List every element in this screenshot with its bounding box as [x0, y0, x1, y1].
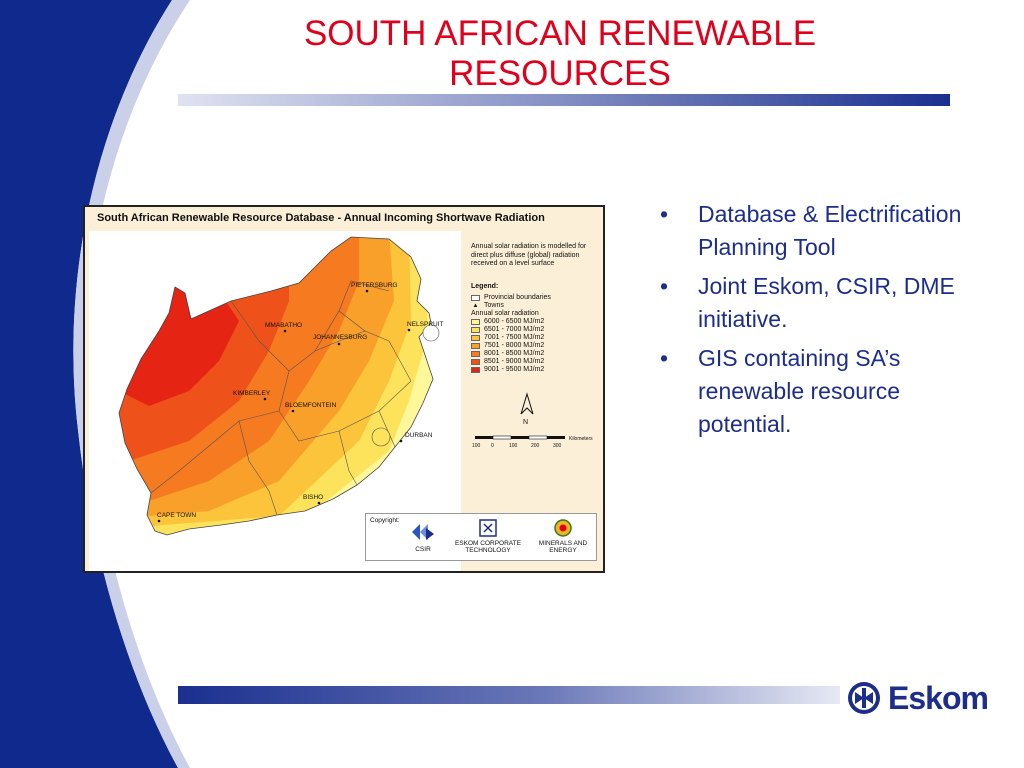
footer-divider-bar [178, 686, 840, 704]
legend-solar-radiation-heading: Annual solar radiation [471, 310, 601, 318]
map-title: South African Renewable Resource Databas… [97, 212, 545, 224]
town-bloemfontein: BLOEMFONTEIN [285, 402, 337, 409]
eskom-logo-icon [848, 682, 880, 714]
logo-text-line1: ESKOM CORPORATE [455, 540, 521, 547]
south-africa-map: PIETERSBURG MMABATHO NELSPRUIT JOHANNESB… [89, 231, 461, 571]
legend-class-row: 9001 - 9500 MJ/m2 [471, 366, 601, 374]
logo-text-line1: MINERALS AND [538, 540, 588, 547]
legend-class-label: 6501 - 7000 MJ/m2 [484, 326, 545, 333]
town-markers [157, 289, 411, 523]
town-nelspruit: NELSPRUIT [407, 321, 444, 328]
town-pietersburg: PIETERSBURG [351, 282, 398, 289]
town-mmabatho: MMABATHO [265, 322, 302, 329]
blue-swoosh-decoration [0, 0, 190, 768]
slide-title: SOUTH AFRICAN RENEWABLE RESOURCES [200, 14, 920, 94]
north-arrow-icon: N [520, 391, 534, 426]
legend-towns: ▲ Towns [471, 302, 601, 310]
country-outline [118, 236, 434, 536]
town-bisho: BISHO [303, 494, 323, 501]
provincial-boundaries [150, 280, 412, 516]
eskom-wordmark: Eskom [888, 679, 989, 716]
north-label: N [523, 419, 528, 426]
legend-class-row: 7501 - 8000 MJ/m2 [471, 342, 601, 350]
solar-radiation-map: South African Renewable Resource Databas… [83, 205, 605, 573]
legend-label: Annual solar radiation [471, 310, 539, 317]
scale-unit-label: Kilometers [569, 436, 593, 442]
bullet-item: Joint Eskom, CSIR, DME initiative. [658, 270, 998, 336]
title-line-2: RESOURCES [449, 54, 671, 93]
logo-text-line2: TECHNOLOGY [465, 547, 511, 554]
legend-class-swatch [471, 318, 480, 325]
logo-text-line2: ENERGY [549, 547, 577, 554]
legend-heading: Legend: [471, 282, 499, 290]
legend-class-row: 6501 - 7000 MJ/m2 [471, 326, 601, 334]
bullet-item: GIS containing SA’s renewable resource p… [658, 342, 998, 441]
map-legend: Annual solar radiation is modelled for d… [471, 243, 601, 456]
legend-label: Provincial boundaries [484, 294, 551, 301]
town-durban: DURBAN [405, 432, 433, 439]
csir-logo-icon [412, 524, 434, 540]
title-divider-bar [178, 94, 950, 106]
scale-bar: 100 0 100 200 300 Kilometers [472, 435, 593, 449]
legend-class-swatch [471, 358, 480, 365]
eskom-small-logo-icon [479, 519, 497, 537]
scale-label: 300 [553, 443, 562, 449]
legend-classes: 6000 - 6500 MJ/m2 6501 - 7000 MJ/m2 7001 -… [471, 318, 601, 374]
csir-logo-text: CSIR [415, 546, 431, 553]
legend-class-swatch [471, 366, 480, 373]
copyright-label: Copyright: [370, 517, 400, 524]
title-line-1: SOUTH AFRICAN RENEWABLE [303, 14, 817, 53]
legend-note: Annual solar radiation is modelled for d… [471, 243, 587, 267]
legend-class-swatch [471, 350, 480, 357]
eskom-corporate-technology-logo: ESKOM CORPORATE TECHNOLOGY [450, 518, 526, 554]
legend-class-label: 6000 - 6500 MJ/m2 [484, 318, 545, 325]
swaziland-outline [422, 324, 440, 342]
legend-class-row: 8001 - 8500 MJ/m2 [471, 350, 601, 358]
bullet-list: Database & Electrification Planning Tool… [658, 198, 998, 447]
csir-logo: CSIR [408, 520, 438, 553]
legend-class-swatch [471, 342, 480, 349]
town-johannesburg: JOHANNESBURG [313, 334, 367, 341]
scale-label: 200 [531, 443, 540, 449]
legend-class-row: 6000 - 6500 MJ/m2 [471, 318, 601, 326]
legend-class-label: 8501 - 9000 MJ/m2 [484, 358, 545, 365]
legend-provincial-boundaries: Provincial boundaries [471, 294, 601, 302]
town-marker-icon: ▲ [472, 302, 479, 309]
bullet-item: Database & Electrification Planning Tool [658, 198, 998, 264]
minerals-energy-logo: MINERALS AND ENERGY [532, 518, 594, 554]
legend-class-label: 7001 - 7500 MJ/m2 [484, 334, 545, 341]
town-kimberley: KIMBERLEY [233, 390, 271, 397]
town-cape-town: CAPE TOWN [157, 512, 196, 519]
legend-class-row: 8501 - 9000 MJ/m2 [471, 358, 601, 366]
scale-label: 100 [472, 443, 481, 449]
legend-class-row: 7001 - 7500 MJ/m2 [471, 334, 601, 342]
legend-swatch [471, 294, 480, 301]
legend-class-swatch [471, 334, 480, 341]
scale-label: 100 [509, 443, 518, 449]
legend-label: Towns [484, 302, 504, 309]
lesotho-outline [371, 427, 391, 447]
scale-label: 0 [491, 443, 494, 449]
legend-class-label: 8001 - 8500 MJ/m2 [484, 350, 545, 357]
legend-class-label: 9001 - 9500 MJ/m2 [484, 366, 545, 373]
legend-class-swatch [471, 326, 480, 333]
minerals-energy-logo-icon [554, 519, 572, 537]
eskom-logo: Eskom [846, 678, 991, 718]
legend-class-label: 7501 - 8000 MJ/m2 [484, 342, 545, 349]
copyright-box: Copyright: CSIR ESKOM CORPORATE TECHNOLO… [365, 513, 597, 561]
